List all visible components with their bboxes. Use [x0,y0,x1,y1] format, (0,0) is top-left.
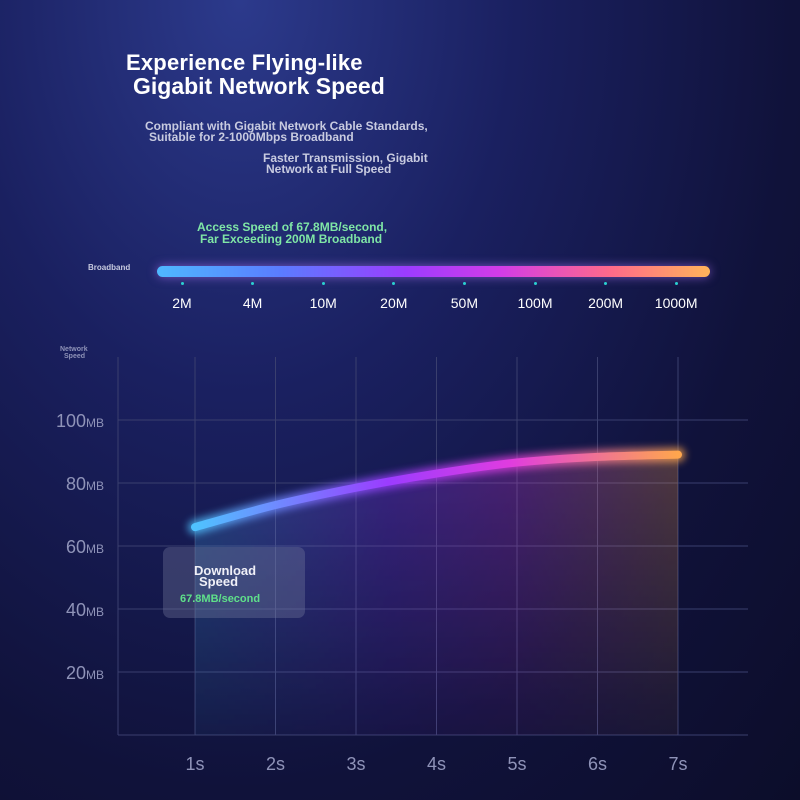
speed-tick-dot [533,282,537,285]
x-tick-label: 1s [185,754,204,774]
speed-tick-dot [462,282,466,285]
page-title-line1: Experience Flying-like [126,50,363,75]
series-line [191,450,682,532]
speed-tick-label: 2M [172,295,192,311]
speed-tick-label: 10M [309,295,337,311]
subtitle-transmission: Faster Transmission, Gigabit Network at … [263,151,428,176]
x-tick-label: 3s [346,754,365,774]
speed-tick-dot [392,282,396,285]
series-area [195,454,678,735]
speed-tick-label: 4M [242,295,263,311]
speed-tick-dot [604,282,608,285]
y-tick-label: 40MB [66,600,104,620]
y-axis-title: Speed [64,353,85,360]
speed-tick-label: 200M [588,295,624,311]
speed-tick-label: 50M [450,295,478,311]
broadband-speed-bar [157,266,710,277]
x-tick-label: 7s [668,754,687,774]
tooltip-value: 67.8MB/second [180,593,261,605]
speed-tick-label: 100M [517,295,553,311]
access-speed-note: Access Speed of 67.8MB/second, Far Excee… [197,220,388,246]
x-tick-label: 4s [427,754,446,774]
x-tick-label: 6s [588,754,607,774]
speed-tick-dot [251,282,255,285]
speed-tick-dot [674,282,678,285]
y-tick-label: 80MB [66,474,104,494]
speed-tick-label: 1000M [654,295,698,311]
y-axis-title: Network [60,346,88,353]
tooltip-title: Download Speed [194,563,257,589]
download-speed-tooltip [163,547,305,618]
speed-tick-label: 20M [380,295,408,311]
broadband-label: Broadband [88,263,131,272]
y-tick-label: 100MB [56,411,104,431]
y-tick-label: 20MB [66,663,104,683]
subtitle-standards: Compliant with Gigabit Network Cable Sta… [145,119,428,144]
speed-tick-dot [180,282,184,285]
x-tick-label: 5s [507,754,526,774]
speed-tick-dot [321,282,325,285]
x-tick-label: 2s [266,754,285,774]
page-title-line2: Gigabit Network Speed [133,73,385,99]
y-tick-label: 60MB [66,537,104,557]
